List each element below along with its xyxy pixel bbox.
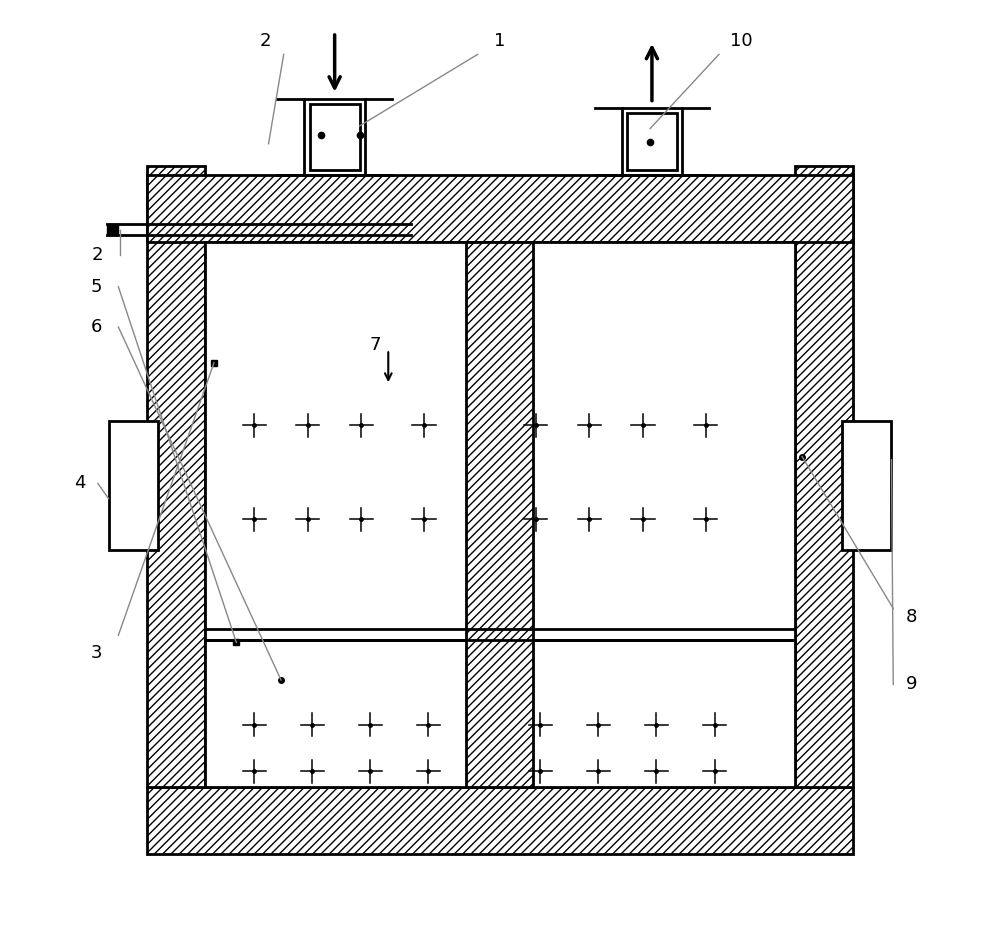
- Bar: [205, 242, 795, 788]
- Text: 10: 10: [730, 32, 753, 50]
- Text: 9: 9: [905, 676, 917, 694]
- Bar: [107, 224, 118, 235]
- Text: 7: 7: [369, 336, 381, 354]
- Bar: [147, 788, 853, 855]
- Bar: [147, 175, 853, 242]
- Bar: [310, 104, 360, 169]
- Bar: [109, 421, 158, 550]
- Bar: [466, 242, 533, 788]
- Text: 3: 3: [90, 644, 102, 662]
- Bar: [795, 166, 853, 788]
- Text: 4: 4: [74, 475, 86, 492]
- Bar: [147, 166, 205, 788]
- Text: 1: 1: [494, 32, 506, 50]
- Text: 6: 6: [90, 318, 102, 336]
- Text: 5: 5: [90, 277, 102, 296]
- Bar: [842, 421, 891, 550]
- Bar: [205, 640, 795, 788]
- Text: 2: 2: [92, 247, 104, 264]
- Text: 8: 8: [905, 609, 917, 627]
- Bar: [627, 114, 677, 169]
- Text: 2: 2: [260, 32, 272, 50]
